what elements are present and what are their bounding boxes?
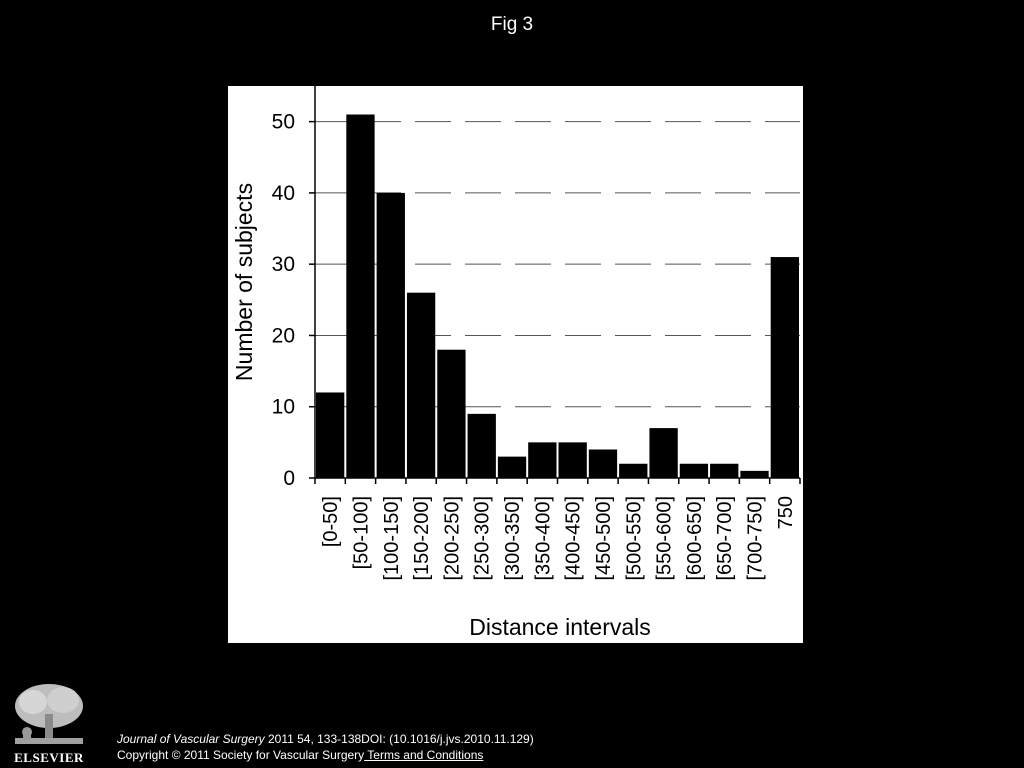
bar-2 (376, 192, 405, 478)
y-tick-label: 20 (272, 324, 295, 347)
y-tick-label: 10 (272, 396, 295, 419)
y-tick-label: 30 (272, 253, 295, 276)
x-tick-label: [600-650] (684, 496, 706, 581)
bar-3 (406, 292, 436, 478)
y-tick-label: 40 (272, 182, 295, 205)
x-tick-label: 750 (775, 496, 797, 529)
tree-icon (9, 680, 89, 750)
bar-8 (558, 442, 587, 478)
x-tick-label: [650-700] (714, 496, 736, 581)
x-axis-label: Distance intervals (469, 614, 651, 640)
bar-6 (497, 456, 527, 478)
x-tick-label: [700-750] (745, 496, 767, 581)
slide-title: Fig 3 (490, 14, 534, 35)
elsevier-logo: ELSEVIER (9, 680, 89, 768)
x-tick-label: [500-550] (623, 496, 645, 581)
journal-name: Journal of Vascular Surgery (117, 732, 265, 746)
x-tick-label: [250-300] (472, 496, 494, 581)
bar-5 (467, 413, 496, 478)
bar-12 (679, 463, 709, 478)
bar-13 (710, 463, 739, 478)
bar-10 (619, 463, 648, 478)
logo-label: ELSEVIER (14, 750, 84, 765)
x-tick-label: [450-500] (593, 496, 615, 581)
terms-link[interactable]: Terms and Conditions (364, 748, 484, 762)
copyright-line: Copyright © 2011 Society for Vascular Su… (117, 747, 534, 763)
x-tick-label: [150-200] (411, 496, 433, 581)
citation-details: 2011 54, 133-138DOI: (10.1016/j.jvs.2010… (264, 732, 534, 746)
x-tick-label: [400-450] (563, 496, 585, 581)
bar-1 (346, 114, 375, 478)
x-tick-label: [300-350] (502, 496, 524, 581)
copyright-text: Copyright © 2011 Society for Vascular Su… (117, 748, 365, 762)
y-tick-label: 50 (272, 111, 295, 134)
bar-14 (740, 470, 769, 478)
y-tick-label: 0 (283, 467, 295, 490)
bar-0 (316, 392, 345, 478)
x-tick-label: [100-150] (381, 496, 403, 581)
x-tick-label: [200-250] (441, 496, 463, 581)
bar-11 (649, 428, 678, 478)
x-tick-label: [350-400] (532, 496, 554, 581)
bar-9 (588, 449, 618, 478)
x-tick-label: [550-600] (654, 496, 676, 581)
figure-panel: 0 10 20 30 40 50 [0-50] [50-100] [100-150] [150-2… (228, 86, 803, 643)
x-tick-label: [0-50] (320, 496, 342, 547)
x-tick-label: [50-100] (350, 496, 372, 569)
bar-15 (770, 257, 799, 478)
y-axis-label: Number of subjects (231, 183, 257, 381)
citation-line: Journal of Vascular Surgery 2011 54, 133… (117, 731, 534, 747)
bar-chart: 0 10 20 30 40 50 [0-50] [50-100] [100-150] [150-2… (231, 86, 801, 640)
bar-4 (437, 349, 466, 478)
citation-footer: Journal of Vascular Surgery 2011 54, 133… (117, 731, 534, 763)
bar-7 (528, 442, 557, 478)
